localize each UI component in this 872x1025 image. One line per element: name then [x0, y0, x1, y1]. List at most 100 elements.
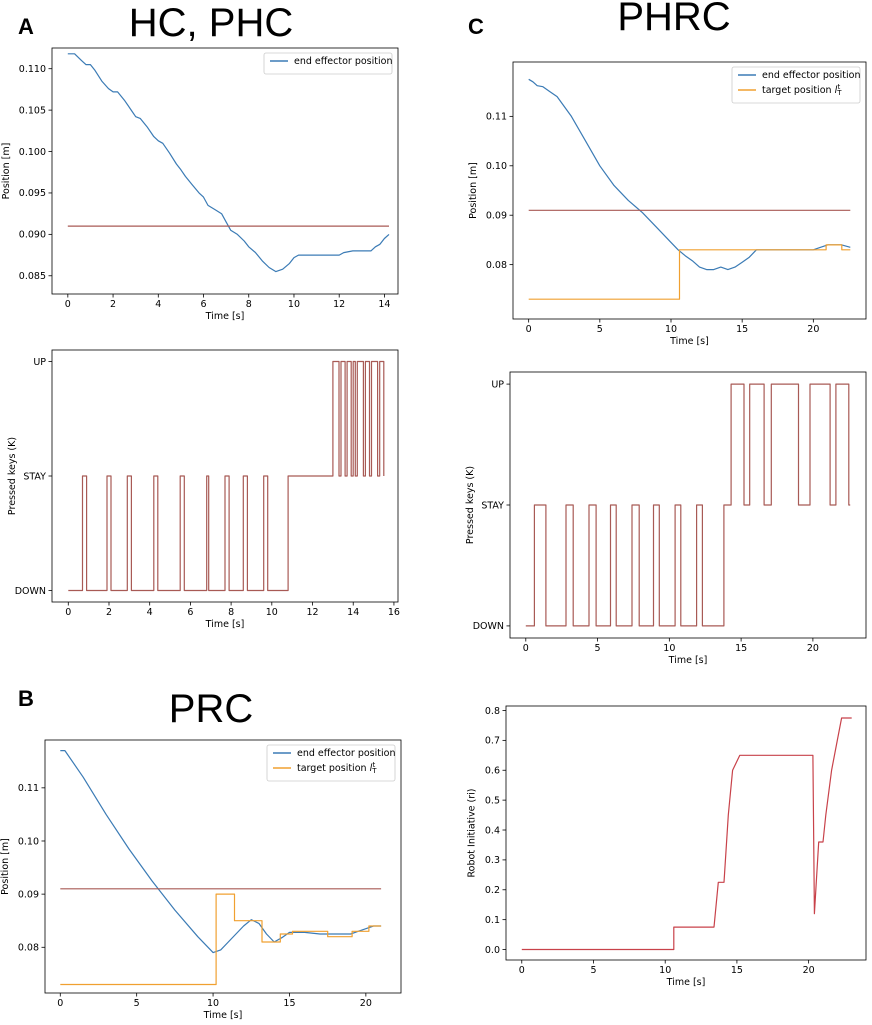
- y-tick-label: 0.0: [485, 945, 500, 956]
- x-tick-label: 0: [65, 607, 71, 618]
- x-tick-label: 20: [803, 965, 815, 976]
- y-tick-label: 0.11: [486, 112, 507, 123]
- y-tick-label: 0.5: [485, 795, 500, 806]
- plot-frame: [509, 371, 867, 639]
- x-tick-label: 14: [347, 607, 359, 618]
- x-tick-label: 2: [110, 299, 116, 310]
- legend-box: [266, 744, 396, 782]
- legend-label: target position lTt: [762, 83, 842, 97]
- x-tick-label: 0: [526, 324, 532, 335]
- x-tick-label: 10: [288, 299, 300, 310]
- y-tick-label: 0.085: [19, 271, 46, 282]
- x-tick-label: 15: [735, 643, 747, 654]
- x-tick-label: 5: [597, 324, 603, 335]
- y-tick-label: 0.10: [486, 161, 507, 172]
- y-tick-label: 0.08: [486, 260, 507, 271]
- y-tick-label: UP: [33, 357, 46, 368]
- y-tick-label: STAY: [23, 471, 46, 482]
- series-line-target-position: [60, 893, 382, 986]
- y-tick-label: 0.095: [19, 188, 46, 199]
- y-tick-label: 0.09: [18, 889, 39, 900]
- y-axis-label: Position [m]: [468, 162, 479, 219]
- x-tick-label: 14: [378, 299, 390, 310]
- x-tick-label: 8: [246, 299, 252, 310]
- legend-label: end effector position: [294, 56, 392, 67]
- x-tick-label: 0: [523, 643, 529, 654]
- x-axis-label: Time [s]: [205, 619, 245, 630]
- plot-frame: [44, 739, 402, 994]
- plot-frame: [51, 47, 399, 295]
- y-axis-label: Robot Initiative (ri): [467, 788, 478, 877]
- y-tick-label: 0.2: [485, 885, 500, 896]
- x-tick-label: 16: [388, 607, 400, 618]
- x-tick-label: 0: [65, 299, 71, 310]
- x-tick-label: 10: [266, 607, 278, 618]
- x-axis-label: Time [s]: [668, 655, 708, 666]
- y-tick-label: 0.08: [18, 943, 39, 954]
- panel-title-c: PHRC: [617, 0, 730, 39]
- y-tick-label: 0.1: [485, 915, 500, 926]
- series-line-end-effector-position: [67, 53, 390, 273]
- panel-letter-c: C: [468, 14, 484, 39]
- plot-frame: [512, 61, 867, 320]
- y-tick-label: 0.6: [485, 766, 500, 777]
- chart-c-position: 0 5 10 15 20 0.08 0.09 0.10 0.11 Time [s] Position…: [468, 61, 867, 347]
- chart-a-pressed-keys: 0 2 4 6 8 10 12 14 16 DOWN STAY UP Time [s] Pressed k…: [7, 349, 400, 630]
- x-axis-label: Time [s]: [669, 336, 709, 347]
- y-tick-label: UP: [491, 379, 504, 390]
- plot-frame: [505, 705, 867, 961]
- x-tick-label: 20: [360, 998, 372, 1009]
- x-tick-label: 4: [147, 607, 153, 618]
- x-tick-label: 10: [665, 324, 677, 335]
- x-tick-label: 2: [106, 607, 112, 618]
- series-line-end-effector-position: [528, 78, 851, 271]
- y-tick-label: DOWN: [15, 586, 46, 597]
- x-tick-label: 15: [731, 965, 743, 976]
- legend-label: end effector position: [297, 748, 395, 759]
- x-tick-label: 6: [200, 299, 206, 310]
- x-tick-label: 4: [155, 299, 161, 310]
- y-axis-label: Position [m]: [1, 143, 12, 200]
- x-tick-label: 10: [207, 998, 219, 1009]
- y-tick-label: 0.3: [485, 855, 500, 866]
- panel-title-a: HC, PHC: [129, 1, 293, 45]
- y-axis-label: Pressed keys (K): [7, 437, 18, 515]
- y-axis-label: Position [m]: [0, 838, 11, 895]
- x-tick-label: 6: [187, 607, 193, 618]
- y-tick-label: 0.110: [19, 64, 46, 75]
- series-line-robot-initiative: [521, 717, 852, 951]
- x-tick-label: 10: [659, 965, 671, 976]
- legend-box: [263, 52, 393, 75]
- panel-letter-a: A: [18, 14, 34, 39]
- x-axis-label: Time [s]: [205, 311, 245, 322]
- x-tick-label: 15: [736, 324, 748, 335]
- y-tick-label: STAY: [481, 500, 504, 511]
- x-tick-label: 0: [57, 998, 63, 1009]
- chart-c-robot-initiative: 0 5 10 15 20 0.0 0.1 0.2 0.3 0.4 0.5 0.6 0.7 0.8 Time …: [467, 705, 867, 988]
- x-tick-label: 15: [283, 998, 295, 1009]
- y-tick-label: 0.7: [485, 736, 500, 747]
- y-tick-label: 0.4: [485, 825, 500, 836]
- series-line-end-effector-position: [60, 749, 382, 954]
- x-tick-label: 12: [333, 299, 345, 310]
- chart-c-pressed-keys: 0 5 10 15 20 DOWN STAY UP Time [s] Pressed keys (…: [465, 371, 867, 666]
- x-tick-label: 5: [134, 998, 140, 1009]
- series-line-pressed-keys: [68, 360, 385, 592]
- series-line-target-position: [528, 244, 851, 300]
- x-tick-label: 0: [519, 965, 525, 976]
- legend-label: target position lTt: [297, 761, 377, 775]
- legend-label: end effector position: [762, 70, 860, 81]
- x-tick-label: 12: [306, 607, 318, 618]
- y-tick-label: 0.09: [486, 211, 507, 222]
- y-tick-label: 0.10: [18, 836, 39, 847]
- panel-letter-b: B: [18, 686, 34, 711]
- chart-a-position: 0 2 4 6 8 10 12 14 0.085 0.090 0.095 0.100 0.105 0.11…: [1, 47, 399, 322]
- x-axis-label: Time [s]: [203, 1010, 243, 1021]
- x-tick-label: 10: [663, 643, 675, 654]
- y-tick-label: 0.105: [19, 105, 46, 116]
- x-tick-label: 20: [807, 643, 819, 654]
- y-tick-label: 0.8: [485, 706, 500, 717]
- y-tick-label: 0.100: [19, 147, 46, 158]
- x-axis-label: Time [s]: [666, 977, 706, 988]
- series-line-pressed-keys: [525, 383, 851, 627]
